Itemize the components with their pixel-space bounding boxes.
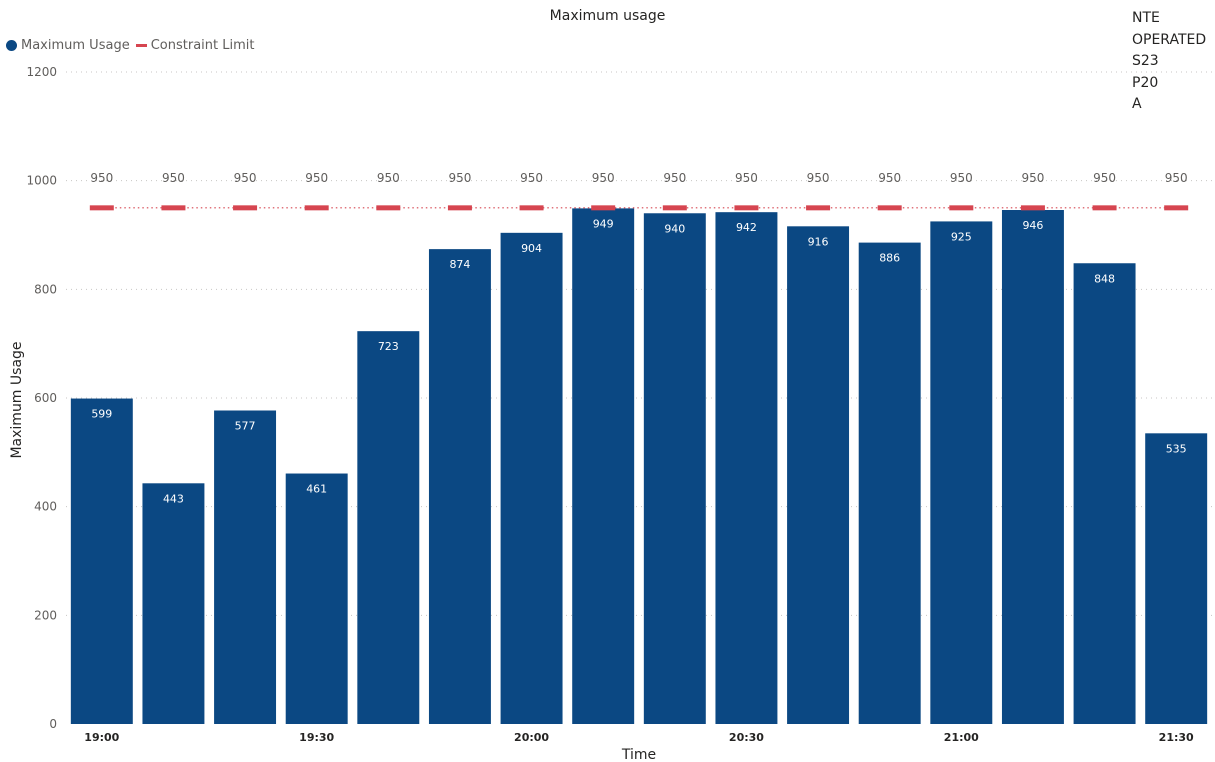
chart-legend[interactable]: Maximum Usage Constraint Limit <box>6 38 260 53</box>
constraint-limit-data-label: 950 <box>950 171 973 185</box>
bar-data-label: 461 <box>306 483 327 496</box>
bar-maximum-usage <box>142 483 205 724</box>
bar-maximum-usage <box>1145 433 1208 724</box>
bar-data-label: 848 <box>1094 272 1115 285</box>
constraint-limit-marker <box>161 205 186 211</box>
y-tick-label: 200 <box>34 608 57 622</box>
constraint-limit-data-label: 950 <box>448 171 471 185</box>
constraint-limit-data-label: 950 <box>305 171 328 185</box>
bar-maximum-usage <box>715 212 778 724</box>
x-tick-label: 20:00 <box>514 731 549 744</box>
constraint-limit-data-label: 950 <box>1165 171 1188 185</box>
y-tick-label: 0 <box>49 717 57 731</box>
bar-data-label: 443 <box>163 492 184 505</box>
legend-marker-dash-icon <box>135 44 147 47</box>
constraint-limit-marker <box>949 205 974 211</box>
constraint-limit-data-label: 950 <box>663 171 686 185</box>
constraint-limit-marker <box>519 205 544 211</box>
bar-maximum-usage <box>787 226 850 724</box>
bar-data-label: 916 <box>808 235 829 248</box>
constraint-limit-data-label: 950 <box>520 171 543 185</box>
constraint-limit-marker <box>1164 205 1189 211</box>
constraint-limit-data-label: 950 <box>234 171 257 185</box>
y-tick-label: 400 <box>34 500 57 514</box>
legend-item-constraint-limit[interactable]: Constraint Limit <box>135 38 255 53</box>
bar-data-label: 577 <box>235 419 256 432</box>
x-tick-label: 21:30 <box>1159 731 1194 744</box>
bar-data-label: 949 <box>593 217 614 230</box>
bar-data-label: 723 <box>378 340 399 353</box>
legend-label: Constraint Limit <box>150 38 255 53</box>
x-axis-title: Time <box>621 747 656 762</box>
y-tick-label: 800 <box>34 282 57 296</box>
bar-maximum-usage <box>643 213 706 724</box>
bar-maximum-usage <box>500 232 563 724</box>
constraint-limit-data-label: 950 <box>807 171 830 185</box>
side-panel-line: A <box>1132 96 1142 112</box>
constraint-limit-data-label: 950 <box>90 171 113 185</box>
legend-item-maximum-usage[interactable]: Maximum Usage <box>6 38 130 53</box>
constraint-limit-marker <box>447 205 472 211</box>
constraint-limit-data-label: 950 <box>1021 171 1044 185</box>
bar-maximum-usage <box>70 398 133 724</box>
constraint-limit-data-label: 950 <box>878 171 901 185</box>
side-panel-line: OPERATED <box>1132 31 1207 48</box>
y-axis-title: Maximum Usage <box>9 341 25 458</box>
bar-maximum-usage <box>357 331 420 724</box>
x-tick-label: 19:30 <box>299 731 334 744</box>
bar-maximum-usage <box>930 221 993 724</box>
bar-maximum-usage <box>858 242 921 724</box>
bar-data-label: 946 <box>1022 219 1043 232</box>
constraint-limit-marker <box>89 205 114 211</box>
bar-data-label: 599 <box>91 408 112 421</box>
constraint-limit-marker <box>1092 205 1117 211</box>
side-panel-line: S23 <box>1132 53 1159 69</box>
constraint-limit-marker <box>877 205 902 211</box>
constraint-limit-marker <box>233 205 258 211</box>
constraint-limit-marker <box>734 205 759 211</box>
bar-data-label: 535 <box>1166 442 1187 455</box>
constraint-limit-marker <box>806 205 831 211</box>
legend-label: Maximum Usage <box>21 38 130 53</box>
bar-maximum-usage <box>572 208 635 725</box>
chart-title: Maximum usage <box>549 8 666 24</box>
side-panel-line: NTE <box>1132 10 1160 26</box>
constraint-limit-data-label: 950 <box>1093 171 1116 185</box>
constraint-limit-marker <box>376 205 401 211</box>
bar-maximum-usage <box>1001 210 1064 725</box>
constraint-limit-data-label: 950 <box>735 171 758 185</box>
y-tick-label: 1000 <box>26 174 57 188</box>
x-tick-label: 21:00 <box>944 731 979 744</box>
bar-data-label: 925 <box>951 230 972 243</box>
y-tick-label: 1200 <box>26 65 57 79</box>
bar-maximum-usage <box>428 249 491 725</box>
constraint-limit-marker <box>1020 205 1045 211</box>
y-tick-label: 600 <box>34 391 57 405</box>
bar-data-label: 886 <box>879 252 900 265</box>
bar-data-label: 904 <box>521 242 542 255</box>
side-panel: NTE OPERATED S23 P20 A <box>1132 8 1206 116</box>
bar-data-label: 874 <box>449 258 470 271</box>
bar-maximum-usage <box>1073 263 1136 724</box>
legend-marker-dot-icon <box>6 40 17 51</box>
constraint-limit-data-label: 950 <box>592 171 615 185</box>
x-tick-label: 19:00 <box>84 731 119 744</box>
x-tick-label: 20:30 <box>729 731 764 744</box>
bar-maximum-usage <box>285 473 348 724</box>
side-panel-line: P20 <box>1132 74 1159 91</box>
bar-data-label: 942 <box>736 221 757 234</box>
constraint-limit-data-label: 950 <box>377 171 400 185</box>
bar-maximum-usage <box>214 410 277 724</box>
constraint-limit-marker <box>662 205 687 211</box>
constraint-limit-data-label: 950 <box>162 171 185 185</box>
bar-data-label: 940 <box>664 222 685 235</box>
constraint-limit-marker <box>591 205 616 211</box>
constraint-limit-marker <box>304 205 329 211</box>
